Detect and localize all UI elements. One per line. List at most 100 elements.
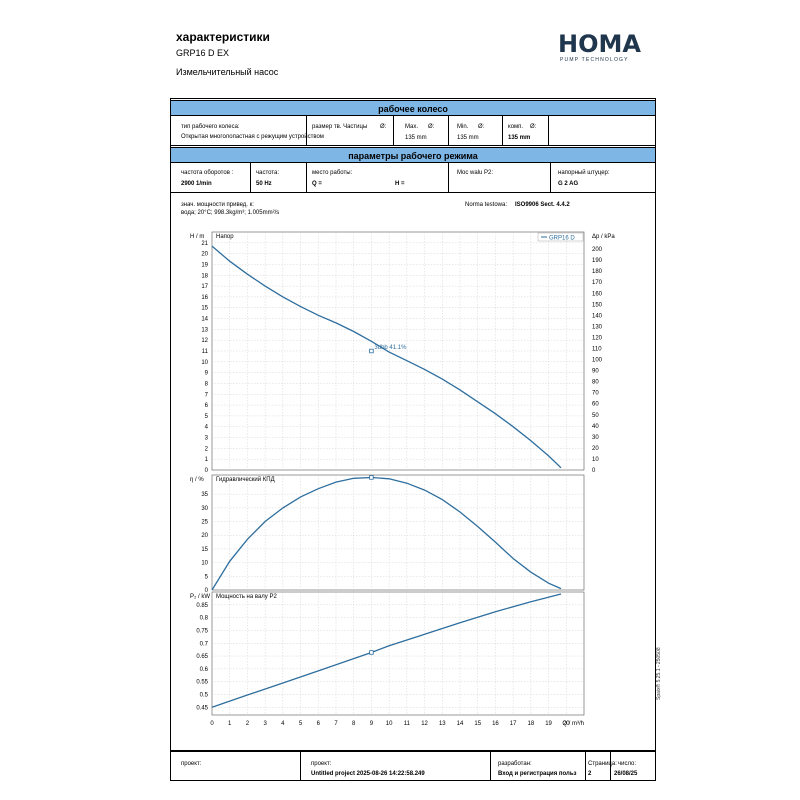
y-tick-label: 0.85 [196, 603, 208, 609]
x-tick-label: 4 [281, 721, 285, 727]
max-label: Max. [405, 124, 419, 130]
series-line [211, 245, 562, 469]
diameter-symbol-1: Ø: [380, 124, 387, 130]
y-right-tick-label: 120 [592, 335, 603, 341]
y-tick-label: 12 [201, 338, 208, 344]
y-right-tick-label: 200 [592, 247, 603, 253]
comp-label: комп. [508, 124, 524, 130]
x-tick-label: 20 [563, 721, 570, 727]
y-tick-label: 0.75 [196, 628, 208, 634]
y-tick-label: 35 [201, 492, 208, 498]
impeller-section-title: рабочее колесо [171, 100, 655, 116]
panel-title: Напор [216, 234, 234, 240]
y-tick-label: 15 [201, 547, 208, 553]
plot-frame-1 [211, 474, 585, 591]
norm-label: Norma testowa: [465, 202, 508, 208]
y-tick-label: 25 [201, 520, 208, 526]
y-tick-label: 18 [201, 273, 208, 279]
y-right-tick-label: 140 [592, 313, 603, 319]
plot-frame-2 [211, 591, 585, 716]
y-tick-label: 30 [201, 506, 208, 512]
footer-project-value: Untitled project 2025-08-26 14:22:58.249 [311, 771, 425, 777]
y-tick-label: 19 [201, 262, 208, 268]
y-tick-label: 0.55 [196, 680, 208, 686]
y-tick-label: 13 [201, 327, 208, 333]
y-right-tick-label: 50 [592, 413, 599, 419]
footer-page-value: 2 [588, 771, 592, 777]
x-tick-label: 7 [334, 721, 338, 727]
outlet-label: напорный штуцер: [558, 170, 610, 176]
footer-date-label: число: [618, 761, 637, 767]
duty-h-label: H = [395, 181, 405, 187]
y-right-tick-label: 160 [592, 291, 603, 297]
y-axis-label: η / % [190, 477, 204, 483]
frequency-label: частота: [256, 170, 280, 176]
y-right-tick-label: 150 [592, 302, 603, 308]
y-right-tick-label: 90 [592, 369, 599, 375]
min-value: 135 mm [457, 135, 479, 141]
x-tick-label: 2 [246, 721, 250, 727]
x-tick-label: 11 [404, 721, 411, 727]
y-tick-label: 0.5 [200, 693, 209, 699]
operating-point [369, 650, 374, 655]
particle-size-label: размер тв. Частицы [312, 124, 368, 130]
x-tick-label: 10 [386, 721, 393, 727]
y-tick-label: 0.7 [200, 641, 209, 647]
software-version: Spaix® 5.25.1 - 250508 [656, 647, 662, 700]
y-right-tick-label: 100 [592, 358, 603, 364]
y-tick-label: 20 [201, 252, 208, 258]
footer-box [170, 751, 656, 781]
norm-value: ISO9906 Sect. 4.4.2 [515, 202, 570, 208]
y-tick-label: 5 [205, 574, 209, 580]
panel-title: Мощность на валу P2 [216, 594, 277, 600]
y-right-tick-label: 70 [592, 391, 599, 397]
datasheet-frame [170, 98, 656, 751]
min-label: Min. [457, 124, 469, 130]
impeller-type-label: тип рабочего колеса: [181, 124, 240, 130]
y-tick-label: 20 [201, 533, 208, 539]
diameter-symbol-3: Ø: [478, 124, 485, 130]
y-tick-label: 14 [201, 317, 208, 323]
x-tick-label: 3 [263, 721, 267, 727]
y-right-tick-label: 60 [592, 402, 599, 408]
pump-type: Измельчительный насос [176, 67, 279, 77]
y-right-tick-label: 180 [592, 269, 603, 275]
logo-subtitle: PUMP TECHNOLOGY [560, 57, 629, 63]
y-tick-label: 10 [201, 360, 208, 366]
duty-label: место работы: [312, 170, 353, 176]
x-tick-label: 6 [317, 721, 321, 727]
x-tick-label: 16 [492, 721, 499, 727]
duty-q-label: Q = [312, 181, 322, 187]
footer-page-label: Страница: [588, 761, 617, 767]
footer-client-label: проект: [181, 761, 202, 767]
y-tick-label: 15 [201, 306, 208, 312]
outlet-value: G 2 AG [558, 181, 579, 187]
y-tick-label: 9 [205, 371, 209, 377]
operating-point-label: 3dbb 41.1% [374, 345, 407, 351]
x-tick-label: 19 [545, 721, 552, 727]
operating-point [369, 348, 374, 354]
legend-label: GRP16 D [549, 236, 575, 242]
operating-point [369, 475, 374, 480]
operating-section-title: параметры рабочего режима [171, 147, 655, 163]
y-tick-label: 11 [202, 349, 209, 355]
footer-author-value: Вход и регистрация польз [498, 771, 577, 777]
y-tick-label: 0 [205, 468, 209, 474]
speed-value: 2900 1/min [181, 181, 212, 187]
y-right-axis-label: Δp / kPa [592, 234, 615, 240]
y-tick-label: 0 [205, 588, 209, 594]
series-line [211, 593, 562, 708]
x-tick-label: 5 [299, 721, 303, 727]
y-tick-label: 2 [205, 446, 209, 452]
x-tick-label: 14 [457, 721, 464, 727]
series-line [211, 476, 562, 591]
y-tick-label: 3 [205, 436, 209, 442]
x-tick-label: 17 [510, 721, 517, 727]
comp-value: 135 mm [508, 135, 531, 141]
x-tick-label: 0 [210, 721, 214, 727]
y-right-tick-label: 10 [592, 457, 599, 463]
y-right-tick-label: 40 [592, 424, 599, 430]
footer-author-label: разработан: [498, 761, 532, 767]
y-tick-label: 0.8 [200, 616, 209, 622]
y-axis-label: P₂ / kW [190, 594, 210, 600]
